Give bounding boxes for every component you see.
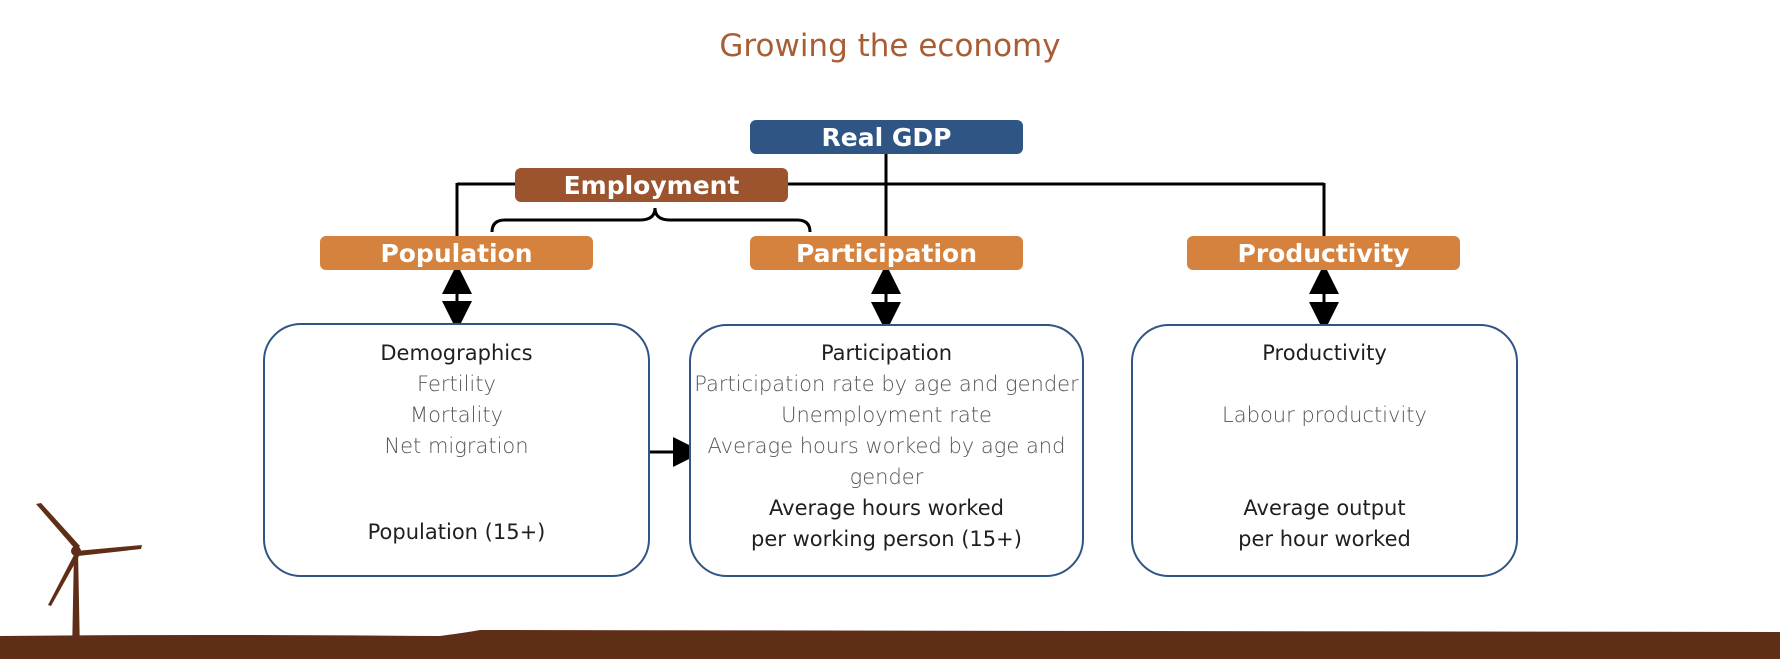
employment-label: Employment	[515, 168, 788, 202]
box-footer: Population (15+)	[367, 520, 546, 544]
box-item: Mortality	[409, 403, 504, 427]
box-item: Labour productivity	[1222, 403, 1427, 427]
participation-label: Participation	[750, 236, 1023, 270]
box-heading: Demographics	[380, 341, 533, 365]
box-item: Average hours worked by age and	[707, 434, 1066, 458]
box-item: Unemployment rate	[781, 403, 992, 427]
box-heading: Participation	[820, 341, 953, 365]
box-item: gender	[849, 465, 924, 489]
box-heading: Productivity	[1262, 341, 1387, 365]
box-footer: per working person (15+)	[751, 527, 1022, 551]
demographics-box: Demographics Fertility Mortality Net mig…	[263, 323, 650, 577]
productivity-label: Productivity	[1187, 236, 1460, 270]
box-footer: Average hours worked	[769, 496, 1004, 520]
employment-brace	[490, 207, 812, 233]
box-footer: per hour worked	[1238, 527, 1411, 551]
ground-strip	[0, 630, 1780, 659]
box-item: Net migration	[384, 434, 529, 458]
participation-box: Participation Participation rate by age …	[689, 324, 1084, 577]
box-item: Participation rate by age and gender	[694, 372, 1079, 396]
population-label: Population	[320, 236, 593, 270]
windmill-icon	[36, 503, 142, 655]
real-gdp-label: Real GDP	[750, 120, 1023, 154]
box-item: Fertility	[417, 372, 496, 396]
page-title: Growing the economy	[719, 28, 1061, 64]
productivity-box: Productivity Labour productivity Average…	[1131, 324, 1518, 577]
box-footer: Average output	[1243, 496, 1406, 520]
